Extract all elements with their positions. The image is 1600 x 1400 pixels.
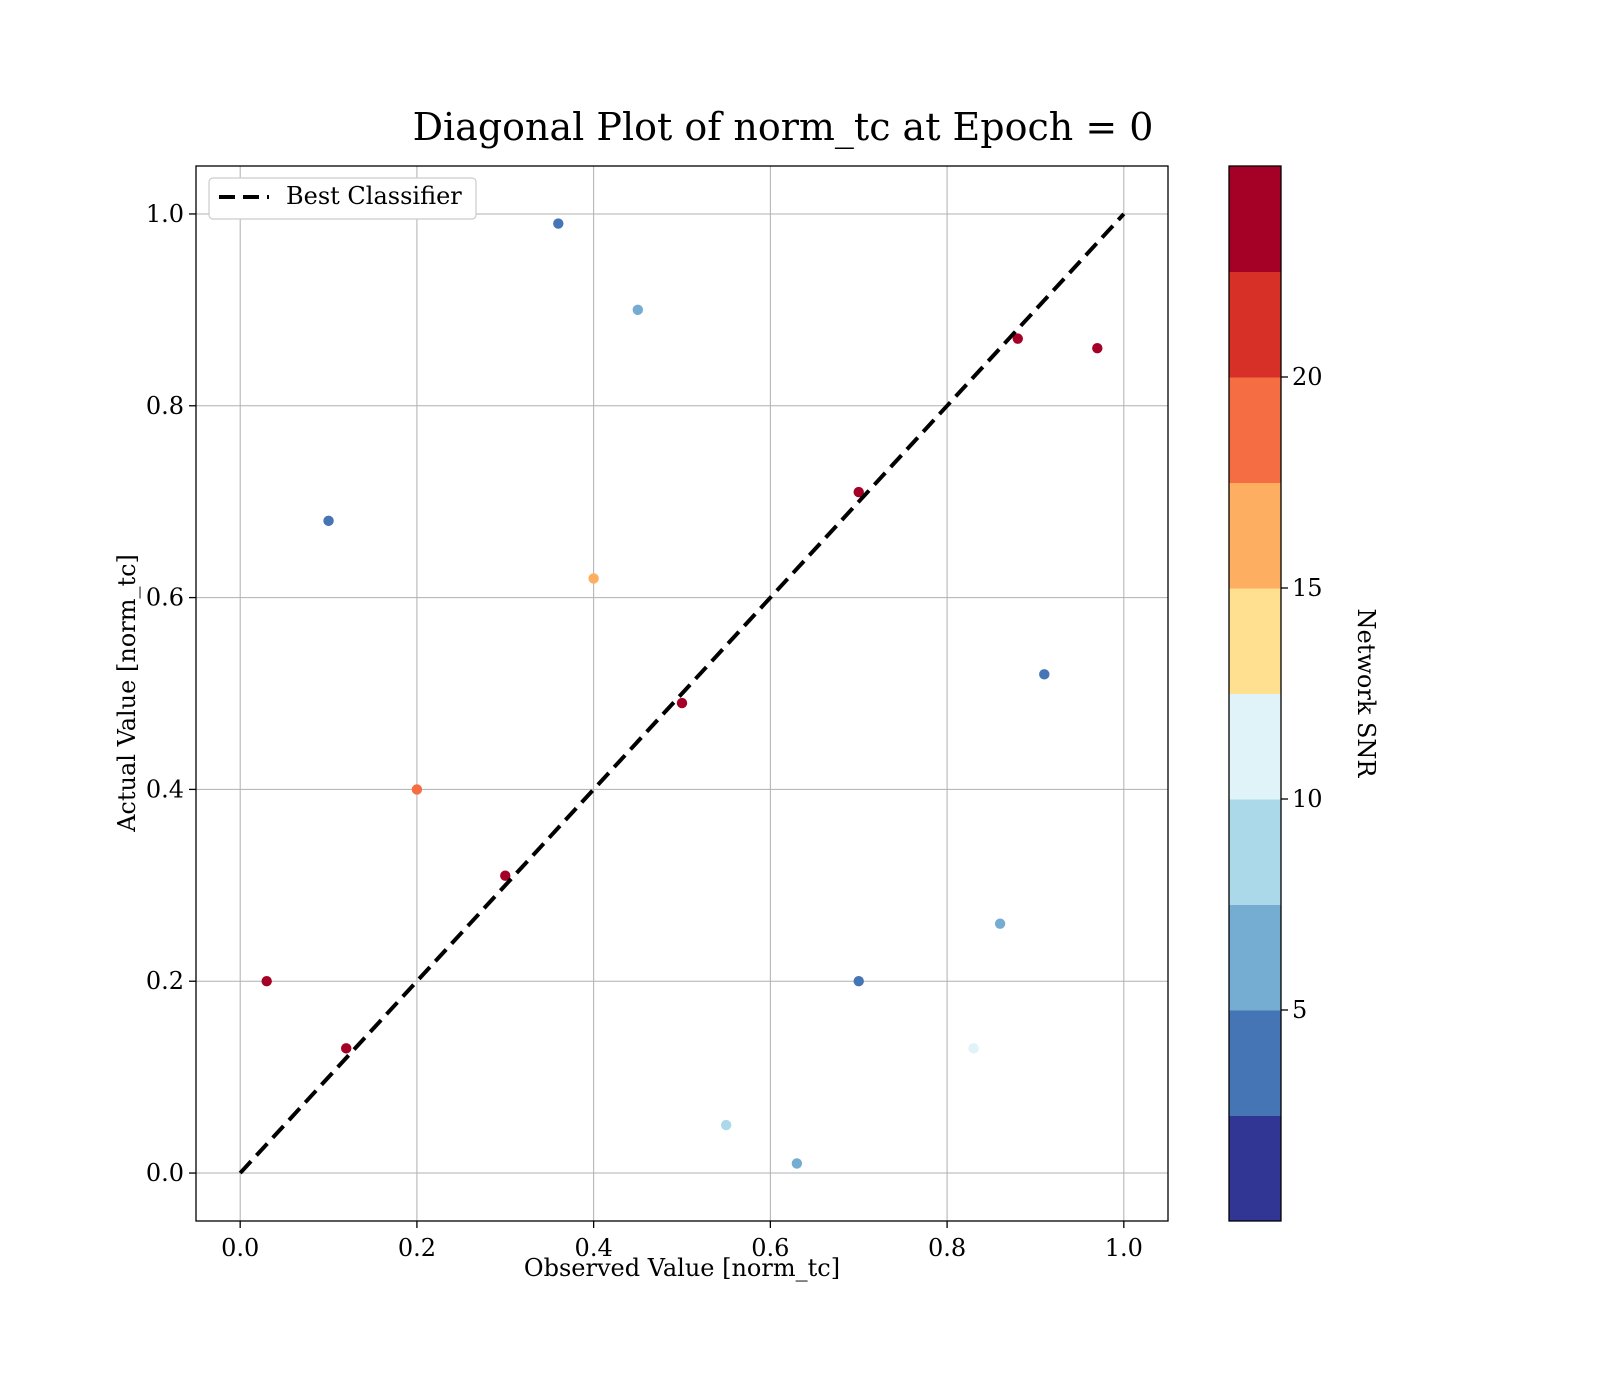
- colorbar-segment: [1229, 588, 1281, 694]
- scatter-point: [853, 976, 864, 987]
- colorbar-gradient: [1229, 166, 1281, 1222]
- x-tick-label: 0.8: [928, 1234, 966, 1262]
- scatter-point: [676, 697, 688, 709]
- legend: Best Classifier: [208, 177, 477, 220]
- scatter-point: [994, 918, 1006, 929]
- x-tick-label: 0.4: [575, 1234, 613, 1262]
- y-axis-ticks: 0.0 0.2 0.4 0.6 0.8 1.0: [146, 200, 196, 1187]
- colorbar-tick-label: 5: [1292, 996, 1307, 1024]
- x-axis-ticks: 0.0 0.2 0.4 0.6 0.8 1.0: [221, 1221, 1143, 1262]
- colorbar-segment: [1229, 904, 1281, 1011]
- plot-area: [195, 165, 1169, 1222]
- scatter-point: [720, 1119, 732, 1131]
- x-axis-label: Observed Value [norm_tc]: [524, 1254, 840, 1282]
- data-points: [261, 218, 1103, 1169]
- scatter-point: [791, 1158, 803, 1169]
- x-tick-label: 0.2: [398, 1234, 436, 1262]
- scatter-point: [1092, 343, 1103, 354]
- colorbar-label: Network SNR: [1352, 609, 1380, 779]
- colorbar-segment: [1229, 377, 1281, 483]
- colorbar: 5 10 15 20 Network SNR: [1228, 165, 1380, 1222]
- scatter-point: [1039, 669, 1050, 680]
- colorbar-segment: [1229, 693, 1281, 800]
- colorbar-tick-label: 20: [1292, 363, 1323, 391]
- plot-frame: [195, 165, 1169, 1222]
- colorbar-segment: [1229, 482, 1281, 589]
- scatter-point: [323, 515, 334, 527]
- legend-label: Best Classifier: [286, 182, 462, 210]
- y-tick-label: 0.2: [146, 967, 184, 995]
- x-tick-label: 0.6: [751, 1234, 789, 1262]
- colorbar-segment: [1229, 166, 1281, 272]
- scatter-point: [500, 870, 511, 881]
- best-classifier-line: [238, 212, 1126, 1175]
- colorbar-segment: [1229, 1010, 1281, 1116]
- grid: [196, 166, 1168, 1221]
- scatter-point: [553, 218, 564, 229]
- y-tick-label: 1.0: [146, 200, 184, 228]
- colorbar-ticks: 5 10 15 20: [1281, 363, 1323, 1024]
- scatter-point: [341, 1043, 352, 1054]
- colorbar-tick-label: 10: [1292, 785, 1323, 813]
- y-tick-label: 0.4: [146, 775, 184, 803]
- scatter-point: [632, 304, 644, 316]
- scatter-point: [968, 1043, 979, 1054]
- y-tick-label: 0.6: [146, 584, 184, 612]
- x-tick-label: 0.0: [221, 1234, 259, 1262]
- scatter-point: [588, 573, 599, 584]
- scatter-point: [261, 976, 272, 987]
- colorbar-segment: [1229, 799, 1281, 905]
- y-axis-label: Actual Value [norm_tc]: [113, 554, 141, 833]
- scatter-point: [1012, 333, 1023, 344]
- colorbar-segment: [1229, 1115, 1281, 1222]
- colorbar-segment: [1229, 271, 1281, 378]
- colorbar-tick-label: 15: [1292, 574, 1323, 602]
- scatter-point: [853, 486, 864, 498]
- chart-title: Diagonal Plot of norm_tc at Epoch = 0: [413, 105, 1154, 150]
- legend-box: [208, 177, 477, 220]
- y-tick-label: 0.0: [146, 1159, 184, 1187]
- colorbar-frame: [1228, 165, 1282, 1222]
- y-tick-label: 0.8: [146, 392, 184, 420]
- scatter-point: [411, 784, 423, 795]
- x-tick-label: 1.0: [1105, 1234, 1143, 1262]
